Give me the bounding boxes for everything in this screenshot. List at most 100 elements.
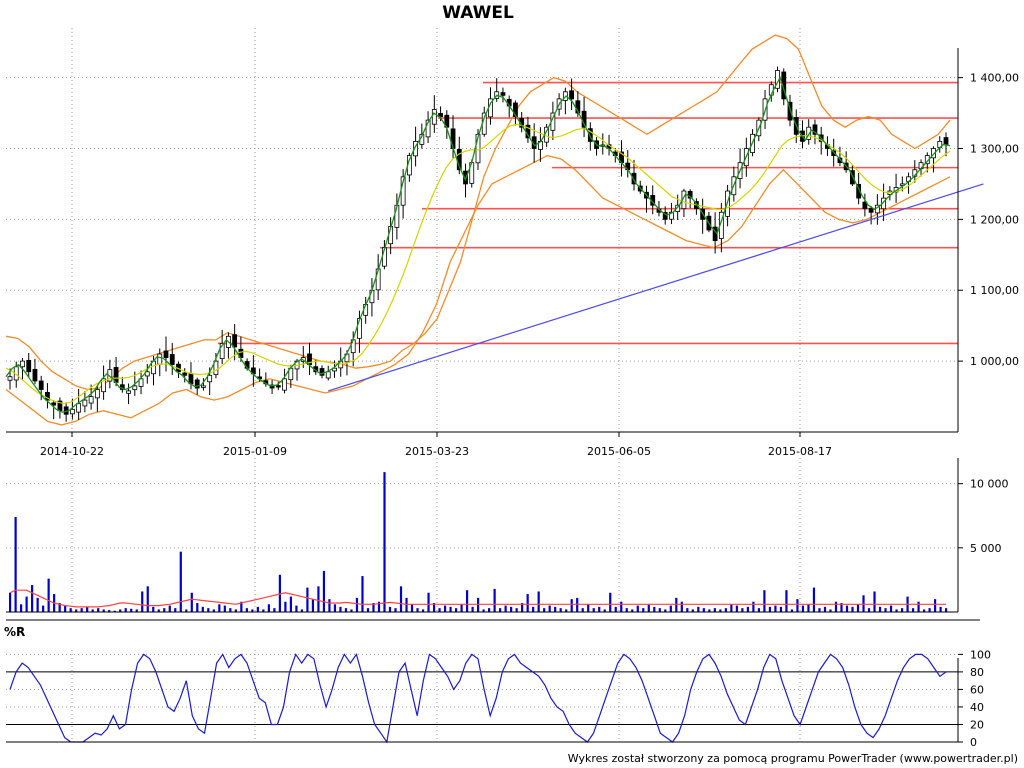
volume-bar-43 <box>245 608 248 612</box>
volume-bar-41 <box>234 609 237 612</box>
volume-bar-84 <box>471 606 474 612</box>
volume-bar-7 <box>47 578 50 612</box>
candle-body-129 <box>812 124 818 135</box>
volume-bar-145 <box>807 604 810 612</box>
volume-bar-106 <box>592 608 595 612</box>
volume-bar-26 <box>152 606 155 612</box>
volume-bar-153 <box>851 606 854 612</box>
volume-bar-167 <box>928 608 931 612</box>
trendline-group <box>328 183 984 392</box>
volume-bar-85 <box>477 597 480 612</box>
wr-y-tick-label-2: 40 <box>970 701 984 714</box>
volume-bar-147 <box>818 608 821 612</box>
candle-body-3 <box>26 359 32 373</box>
candle-body-73 <box>463 170 468 185</box>
wr-y-tick-label-4: 80 <box>970 666 984 679</box>
volume-bar-162 <box>900 608 904 612</box>
volume-bar-128 <box>713 608 716 612</box>
chart-title: WAWEL <box>442 3 514 23</box>
candle-body-10 <box>70 408 75 415</box>
candle-body-109 <box>687 190 693 199</box>
price-y-tick-label-4: 1 400,00 <box>970 72 1019 85</box>
volume-bar-58 <box>328 599 331 612</box>
volume-bar-35 <box>201 606 204 612</box>
trendline <box>328 183 984 392</box>
volume-bar-160 <box>889 605 893 612</box>
price-x-tick-label-3: 2015-06-05 <box>587 445 651 458</box>
volume-grid <box>6 458 958 612</box>
candle-body-12 <box>82 399 88 407</box>
volume-bar-130 <box>724 608 727 612</box>
volume-bar-67 <box>377 601 381 612</box>
volume-bar-99 <box>554 606 557 612</box>
volume-bar-63 <box>355 597 359 612</box>
volume-bar-12 <box>75 609 78 612</box>
bollinger-upper <box>5 34 951 391</box>
volume-bar-109 <box>609 592 612 612</box>
candle-body-24 <box>157 353 163 365</box>
candle-body-90 <box>569 90 574 100</box>
volume-bar-15 <box>91 609 94 612</box>
volume-bar-157 <box>873 591 876 612</box>
wr-y-tick-label-5: 100 <box>970 648 991 661</box>
candle-body-13 <box>88 396 94 404</box>
volume-bar-83 <box>465 590 469 612</box>
candle-body-7 <box>51 402 57 406</box>
candle-body-2 <box>20 360 25 368</box>
volume-bar-121 <box>675 597 678 612</box>
volume-bar-116 <box>647 604 650 612</box>
volume-bar-144 <box>801 605 805 612</box>
candle-body-6 <box>45 391 50 401</box>
candle-body-26 <box>169 354 175 366</box>
volume-bar-154 <box>856 604 860 612</box>
candle-body-4 <box>32 368 38 382</box>
candle-body-79 <box>500 92 506 96</box>
volume-bar-119 <box>664 609 667 612</box>
candle-body-32 <box>207 374 213 383</box>
candle-body-138 <box>868 207 874 213</box>
candle-body-137 <box>862 201 868 210</box>
volume-y-tick-label-0: 5 000 <box>970 542 1002 555</box>
bollinger-bands <box>5 34 951 426</box>
volume-bar-156 <box>867 608 871 612</box>
volume-bar-101 <box>565 609 568 612</box>
volume-bar-36 <box>207 608 210 612</box>
ma-slow-line <box>5 123 951 405</box>
candle-body-65 <box>413 141 419 157</box>
volume-bar-148 <box>823 606 827 612</box>
candle-body-0 <box>7 376 13 381</box>
volume-bar-31 <box>179 551 182 612</box>
volume-bar-37 <box>212 609 215 612</box>
candle-body-51 <box>325 371 331 379</box>
candle-body-136 <box>856 183 862 199</box>
volume-bar-71 <box>399 586 403 612</box>
wr-y-tick-label-0: 0 <box>970 736 977 749</box>
volume-bar-66 <box>372 603 375 612</box>
volume-bar-39 <box>223 605 226 612</box>
volume-bar-115 <box>642 608 645 612</box>
price-y-tick-label-0: 1 000,00 <box>970 355 1019 368</box>
volume-bar-4 <box>31 585 34 612</box>
volume-bar-74 <box>416 608 419 612</box>
volume-bar-159 <box>884 608 887 612</box>
volume-bar-93 <box>521 603 524 612</box>
candle-body-128 <box>806 126 812 140</box>
volume-bar-44 <box>251 609 254 612</box>
candle-body-67 <box>425 119 431 138</box>
candle-body-68 <box>431 109 437 125</box>
volume-bar-27 <box>157 609 160 612</box>
volume-bar-124 <box>691 609 694 612</box>
volume-bar-48 <box>273 608 276 612</box>
volume-bar-29 <box>168 605 171 612</box>
volume-bar-88 <box>493 588 496 612</box>
williams-r-line-group <box>6 653 958 744</box>
volume-bar-161 <box>895 609 898 612</box>
volume-bar-52 <box>295 605 298 612</box>
price-y-tick-label-3: 1 300,00 <box>970 142 1019 155</box>
volume-bar-78 <box>438 608 441 612</box>
volume-bar-127 <box>708 609 711 612</box>
candle-body-42 <box>269 384 275 389</box>
volume-bar-57 <box>322 570 326 612</box>
volume-bar-97 <box>543 608 546 612</box>
